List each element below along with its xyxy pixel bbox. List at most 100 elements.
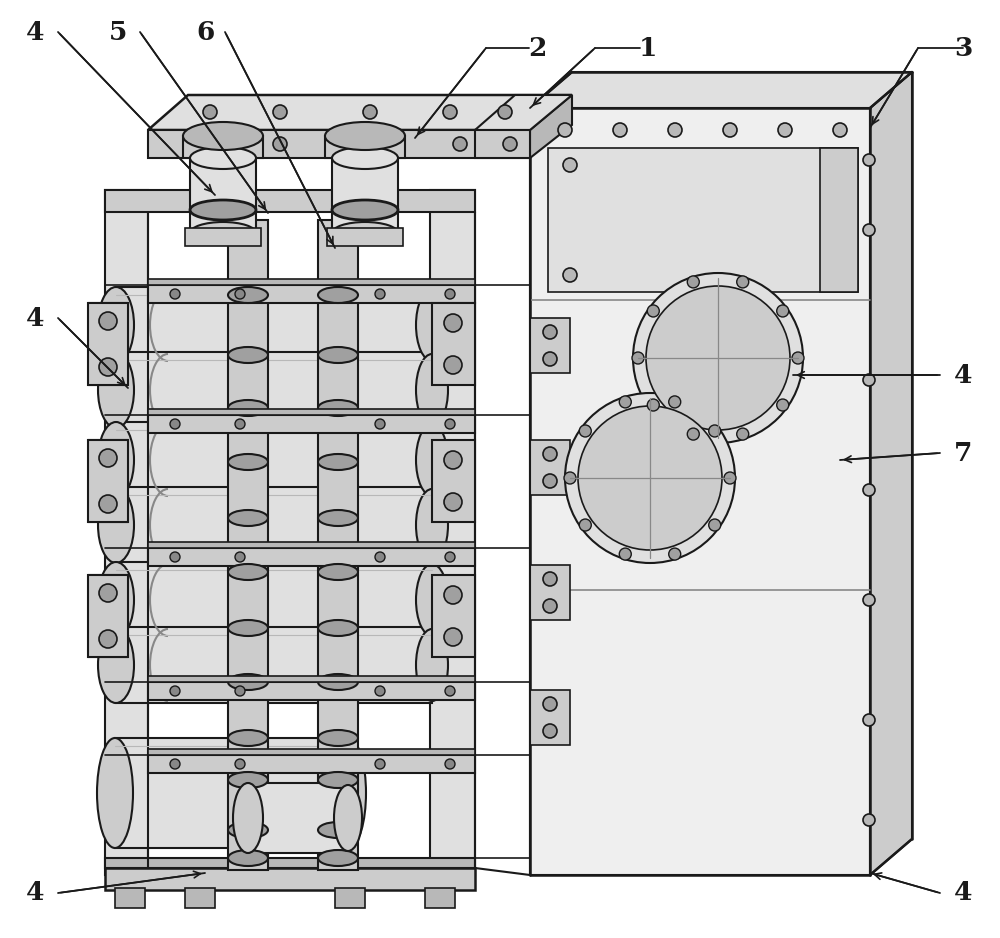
Polygon shape (530, 108, 870, 875)
Circle shape (647, 305, 659, 317)
Circle shape (709, 519, 721, 531)
Circle shape (375, 289, 385, 299)
Text: 7: 7 (954, 441, 972, 465)
Circle shape (565, 393, 735, 563)
Ellipse shape (318, 850, 358, 866)
Circle shape (99, 358, 117, 376)
Circle shape (444, 314, 462, 332)
Circle shape (444, 628, 462, 646)
Ellipse shape (233, 783, 263, 853)
Circle shape (273, 105, 287, 119)
Polygon shape (116, 287, 432, 363)
Ellipse shape (416, 629, 448, 701)
Circle shape (235, 686, 245, 696)
Polygon shape (475, 95, 572, 130)
Circle shape (687, 276, 699, 288)
Ellipse shape (228, 454, 268, 470)
Circle shape (99, 630, 117, 648)
Ellipse shape (416, 354, 448, 426)
Circle shape (170, 419, 180, 429)
Circle shape (444, 493, 462, 511)
Circle shape (724, 472, 736, 484)
Circle shape (737, 428, 749, 440)
Circle shape (273, 137, 287, 151)
Polygon shape (432, 575, 475, 657)
Polygon shape (148, 130, 530, 158)
Ellipse shape (318, 454, 358, 470)
Circle shape (235, 759, 245, 769)
Polygon shape (332, 158, 398, 233)
Circle shape (444, 356, 462, 374)
Ellipse shape (332, 222, 398, 244)
Polygon shape (248, 783, 348, 853)
Ellipse shape (416, 564, 448, 636)
Circle shape (579, 425, 591, 437)
Circle shape (543, 724, 557, 738)
Circle shape (669, 548, 681, 560)
Polygon shape (190, 158, 256, 233)
Circle shape (170, 759, 180, 769)
Circle shape (543, 352, 557, 366)
Circle shape (170, 552, 180, 562)
Circle shape (99, 584, 117, 602)
Ellipse shape (228, 620, 268, 636)
Polygon shape (432, 440, 475, 522)
Polygon shape (116, 352, 432, 428)
Ellipse shape (325, 122, 405, 150)
Text: 4: 4 (954, 362, 972, 387)
Circle shape (564, 472, 576, 484)
Circle shape (563, 268, 577, 282)
Circle shape (203, 105, 217, 119)
Polygon shape (116, 562, 432, 638)
Circle shape (445, 289, 455, 299)
Polygon shape (148, 749, 475, 755)
Circle shape (235, 419, 245, 429)
Polygon shape (148, 95, 572, 130)
Circle shape (193, 137, 207, 151)
Ellipse shape (318, 620, 358, 636)
Circle shape (235, 289, 245, 299)
Ellipse shape (98, 627, 134, 703)
Polygon shape (425, 888, 455, 908)
Polygon shape (430, 190, 475, 875)
Ellipse shape (190, 147, 256, 169)
Circle shape (445, 419, 455, 429)
Polygon shape (530, 690, 570, 745)
Ellipse shape (332, 147, 398, 169)
Circle shape (373, 137, 387, 151)
Polygon shape (148, 676, 475, 682)
Circle shape (778, 123, 792, 137)
Circle shape (375, 552, 385, 562)
Ellipse shape (318, 400, 358, 416)
Polygon shape (105, 190, 148, 875)
Polygon shape (325, 136, 405, 158)
Ellipse shape (228, 564, 268, 580)
Circle shape (792, 352, 804, 364)
Ellipse shape (318, 287, 358, 303)
Text: 6: 6 (196, 20, 214, 44)
Ellipse shape (190, 222, 256, 244)
Circle shape (668, 123, 682, 137)
Circle shape (170, 686, 180, 696)
Circle shape (99, 449, 117, 467)
Polygon shape (185, 888, 215, 908)
Circle shape (99, 312, 117, 330)
Circle shape (375, 419, 385, 429)
Polygon shape (870, 72, 912, 875)
Circle shape (445, 552, 455, 562)
Circle shape (543, 599, 557, 613)
Circle shape (687, 428, 699, 440)
Polygon shape (318, 220, 358, 870)
Circle shape (445, 759, 455, 769)
Polygon shape (530, 565, 570, 620)
Ellipse shape (318, 822, 358, 838)
Polygon shape (148, 682, 475, 700)
Polygon shape (183, 136, 263, 158)
Circle shape (375, 686, 385, 696)
Polygon shape (228, 220, 268, 870)
Polygon shape (116, 627, 432, 703)
Circle shape (709, 425, 721, 437)
Polygon shape (432, 303, 475, 385)
Circle shape (579, 519, 591, 531)
Ellipse shape (228, 822, 268, 838)
